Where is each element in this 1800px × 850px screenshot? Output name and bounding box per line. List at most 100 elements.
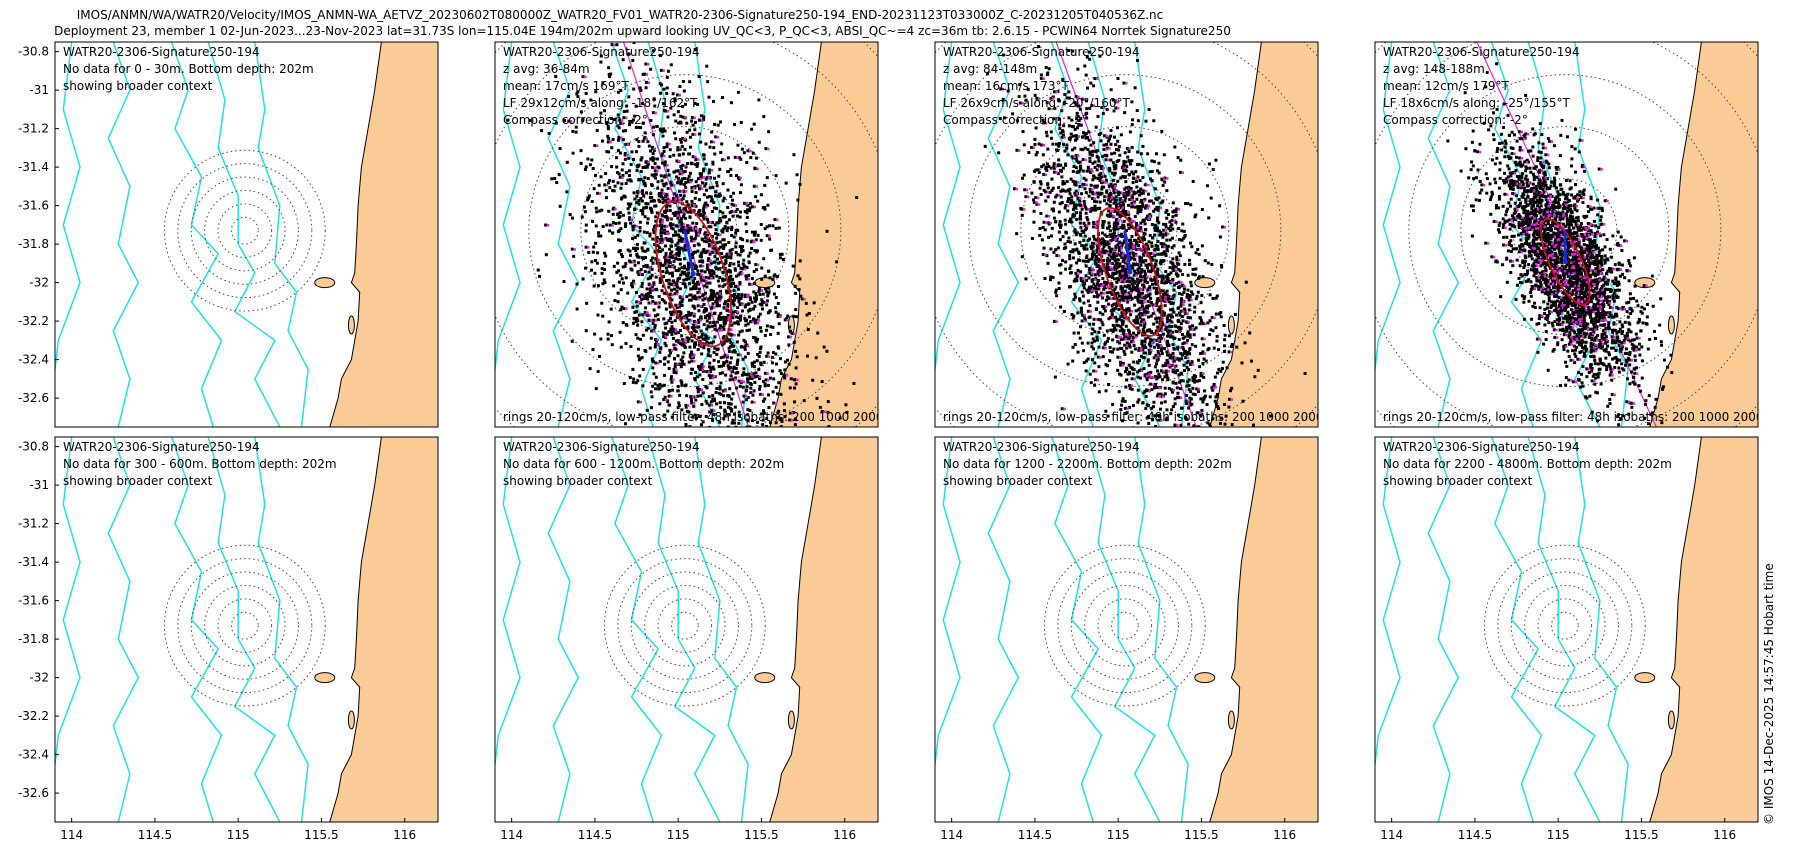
scatter-point bbox=[1185, 361, 1189, 365]
scatter-point bbox=[676, 277, 680, 281]
scatter-point bbox=[1173, 402, 1177, 406]
scatter-point bbox=[668, 310, 672, 314]
scatter-point bbox=[1148, 352, 1152, 356]
scatter-point bbox=[634, 249, 638, 253]
scatter-point bbox=[1059, 305, 1063, 309]
scatter-point bbox=[661, 196, 665, 200]
scatter-point bbox=[1072, 164, 1076, 168]
scatter-point bbox=[1152, 160, 1156, 164]
scatter-point bbox=[744, 274, 748, 278]
scatter-point bbox=[640, 273, 644, 277]
scatter-point bbox=[687, 360, 691, 364]
scatter-point bbox=[705, 64, 709, 68]
scatter-point bbox=[650, 357, 654, 361]
scatter-point bbox=[1133, 205, 1137, 209]
scatter-point bbox=[1108, 274, 1112, 278]
scatter-point bbox=[1018, 101, 1022, 105]
scatter-point bbox=[1102, 199, 1106, 203]
scatter-point-qc bbox=[697, 232, 701, 236]
scatter-point bbox=[636, 261, 640, 265]
scatter-point bbox=[633, 114, 637, 118]
scatter-point bbox=[1120, 399, 1124, 403]
scatter-point bbox=[728, 284, 732, 288]
scatter-point bbox=[726, 205, 730, 209]
scatter-point bbox=[1135, 333, 1139, 337]
scatter-point bbox=[739, 499, 742, 502]
scatter-point-qc bbox=[734, 473, 737, 476]
scatter-point bbox=[1134, 221, 1138, 225]
scatter-point bbox=[750, 247, 754, 251]
panel-frame bbox=[54, 41, 439, 428]
scatter-point bbox=[631, 157, 635, 161]
scatter-point bbox=[1187, 383, 1191, 387]
scatter-point bbox=[765, 176, 769, 180]
scatter-point bbox=[655, 157, 659, 161]
scatter-point bbox=[621, 321, 625, 325]
scatter-point bbox=[677, 340, 681, 344]
scatter-point bbox=[690, 353, 694, 357]
scatter-point bbox=[1145, 403, 1149, 407]
scatter-point bbox=[732, 281, 736, 285]
scatter-point-qc bbox=[569, 120, 573, 123]
scatter-point bbox=[692, 237, 696, 241]
scatter-point bbox=[1207, 216, 1211, 220]
scatter-point bbox=[1186, 202, 1190, 206]
scatter-point bbox=[681, 115, 685, 119]
scatter-point bbox=[1219, 264, 1223, 268]
scatter-point bbox=[645, 231, 649, 235]
scatter-point bbox=[1057, 144, 1061, 148]
scatter-point bbox=[663, 362, 667, 366]
scatter-point bbox=[1116, 340, 1120, 344]
scatter-point bbox=[737, 298, 741, 302]
scatter-point bbox=[1117, 341, 1121, 345]
scatter-point bbox=[702, 205, 706, 209]
scatter-point bbox=[608, 229, 612, 233]
scatter-point bbox=[718, 401, 722, 405]
scatter-point bbox=[628, 376, 632, 380]
scatter-point bbox=[778, 256, 782, 260]
scatter-point bbox=[1101, 304, 1105, 308]
scatter-point bbox=[645, 292, 649, 296]
scatter-point bbox=[767, 286, 771, 290]
scatter-point bbox=[1174, 381, 1178, 385]
scatter-point bbox=[1128, 198, 1132, 202]
scatter-point bbox=[1161, 251, 1165, 255]
scatter-point bbox=[678, 314, 682, 318]
scatter-point-qc bbox=[682, 210, 686, 214]
scatter-point bbox=[1097, 390, 1101, 394]
scatter-point bbox=[657, 305, 661, 309]
scatter-point bbox=[1128, 294, 1132, 298]
scatter-point bbox=[726, 425, 730, 427]
scatter-point bbox=[749, 391, 753, 395]
scatter-point bbox=[648, 288, 652, 292]
scatter-point bbox=[612, 206, 616, 210]
scatter-point bbox=[780, 252, 784, 256]
scatter-point bbox=[1116, 347, 1120, 351]
scatter-point bbox=[700, 259, 704, 263]
scatter-point bbox=[632, 279, 636, 283]
scatter-point bbox=[725, 229, 729, 233]
scatter-point bbox=[1067, 90, 1071, 94]
scatter-point bbox=[721, 389, 725, 393]
scatter-point bbox=[671, 310, 675, 314]
scatter-point bbox=[653, 345, 657, 349]
scatter-point bbox=[610, 231, 614, 235]
scatter-point bbox=[665, 205, 669, 209]
scatter-point bbox=[709, 381, 713, 385]
scatter-point bbox=[643, 176, 647, 180]
scatter-point bbox=[721, 199, 725, 203]
scatter-point-qc bbox=[775, 218, 779, 222]
scatter-point bbox=[638, 356, 642, 360]
scatter-point bbox=[696, 394, 700, 398]
scatter-point bbox=[669, 313, 673, 317]
scatter-point bbox=[1109, 328, 1113, 332]
scatter-point bbox=[597, 354, 601, 358]
scatter-point bbox=[1116, 243, 1120, 247]
scatter-point bbox=[1171, 352, 1175, 356]
scatter-point bbox=[679, 273, 683, 277]
scatter-point bbox=[721, 227, 725, 231]
scatter-point bbox=[1057, 141, 1061, 145]
scatter-point bbox=[1118, 240, 1122, 244]
scatter-point bbox=[717, 360, 721, 364]
scatter-point bbox=[770, 430, 773, 433]
